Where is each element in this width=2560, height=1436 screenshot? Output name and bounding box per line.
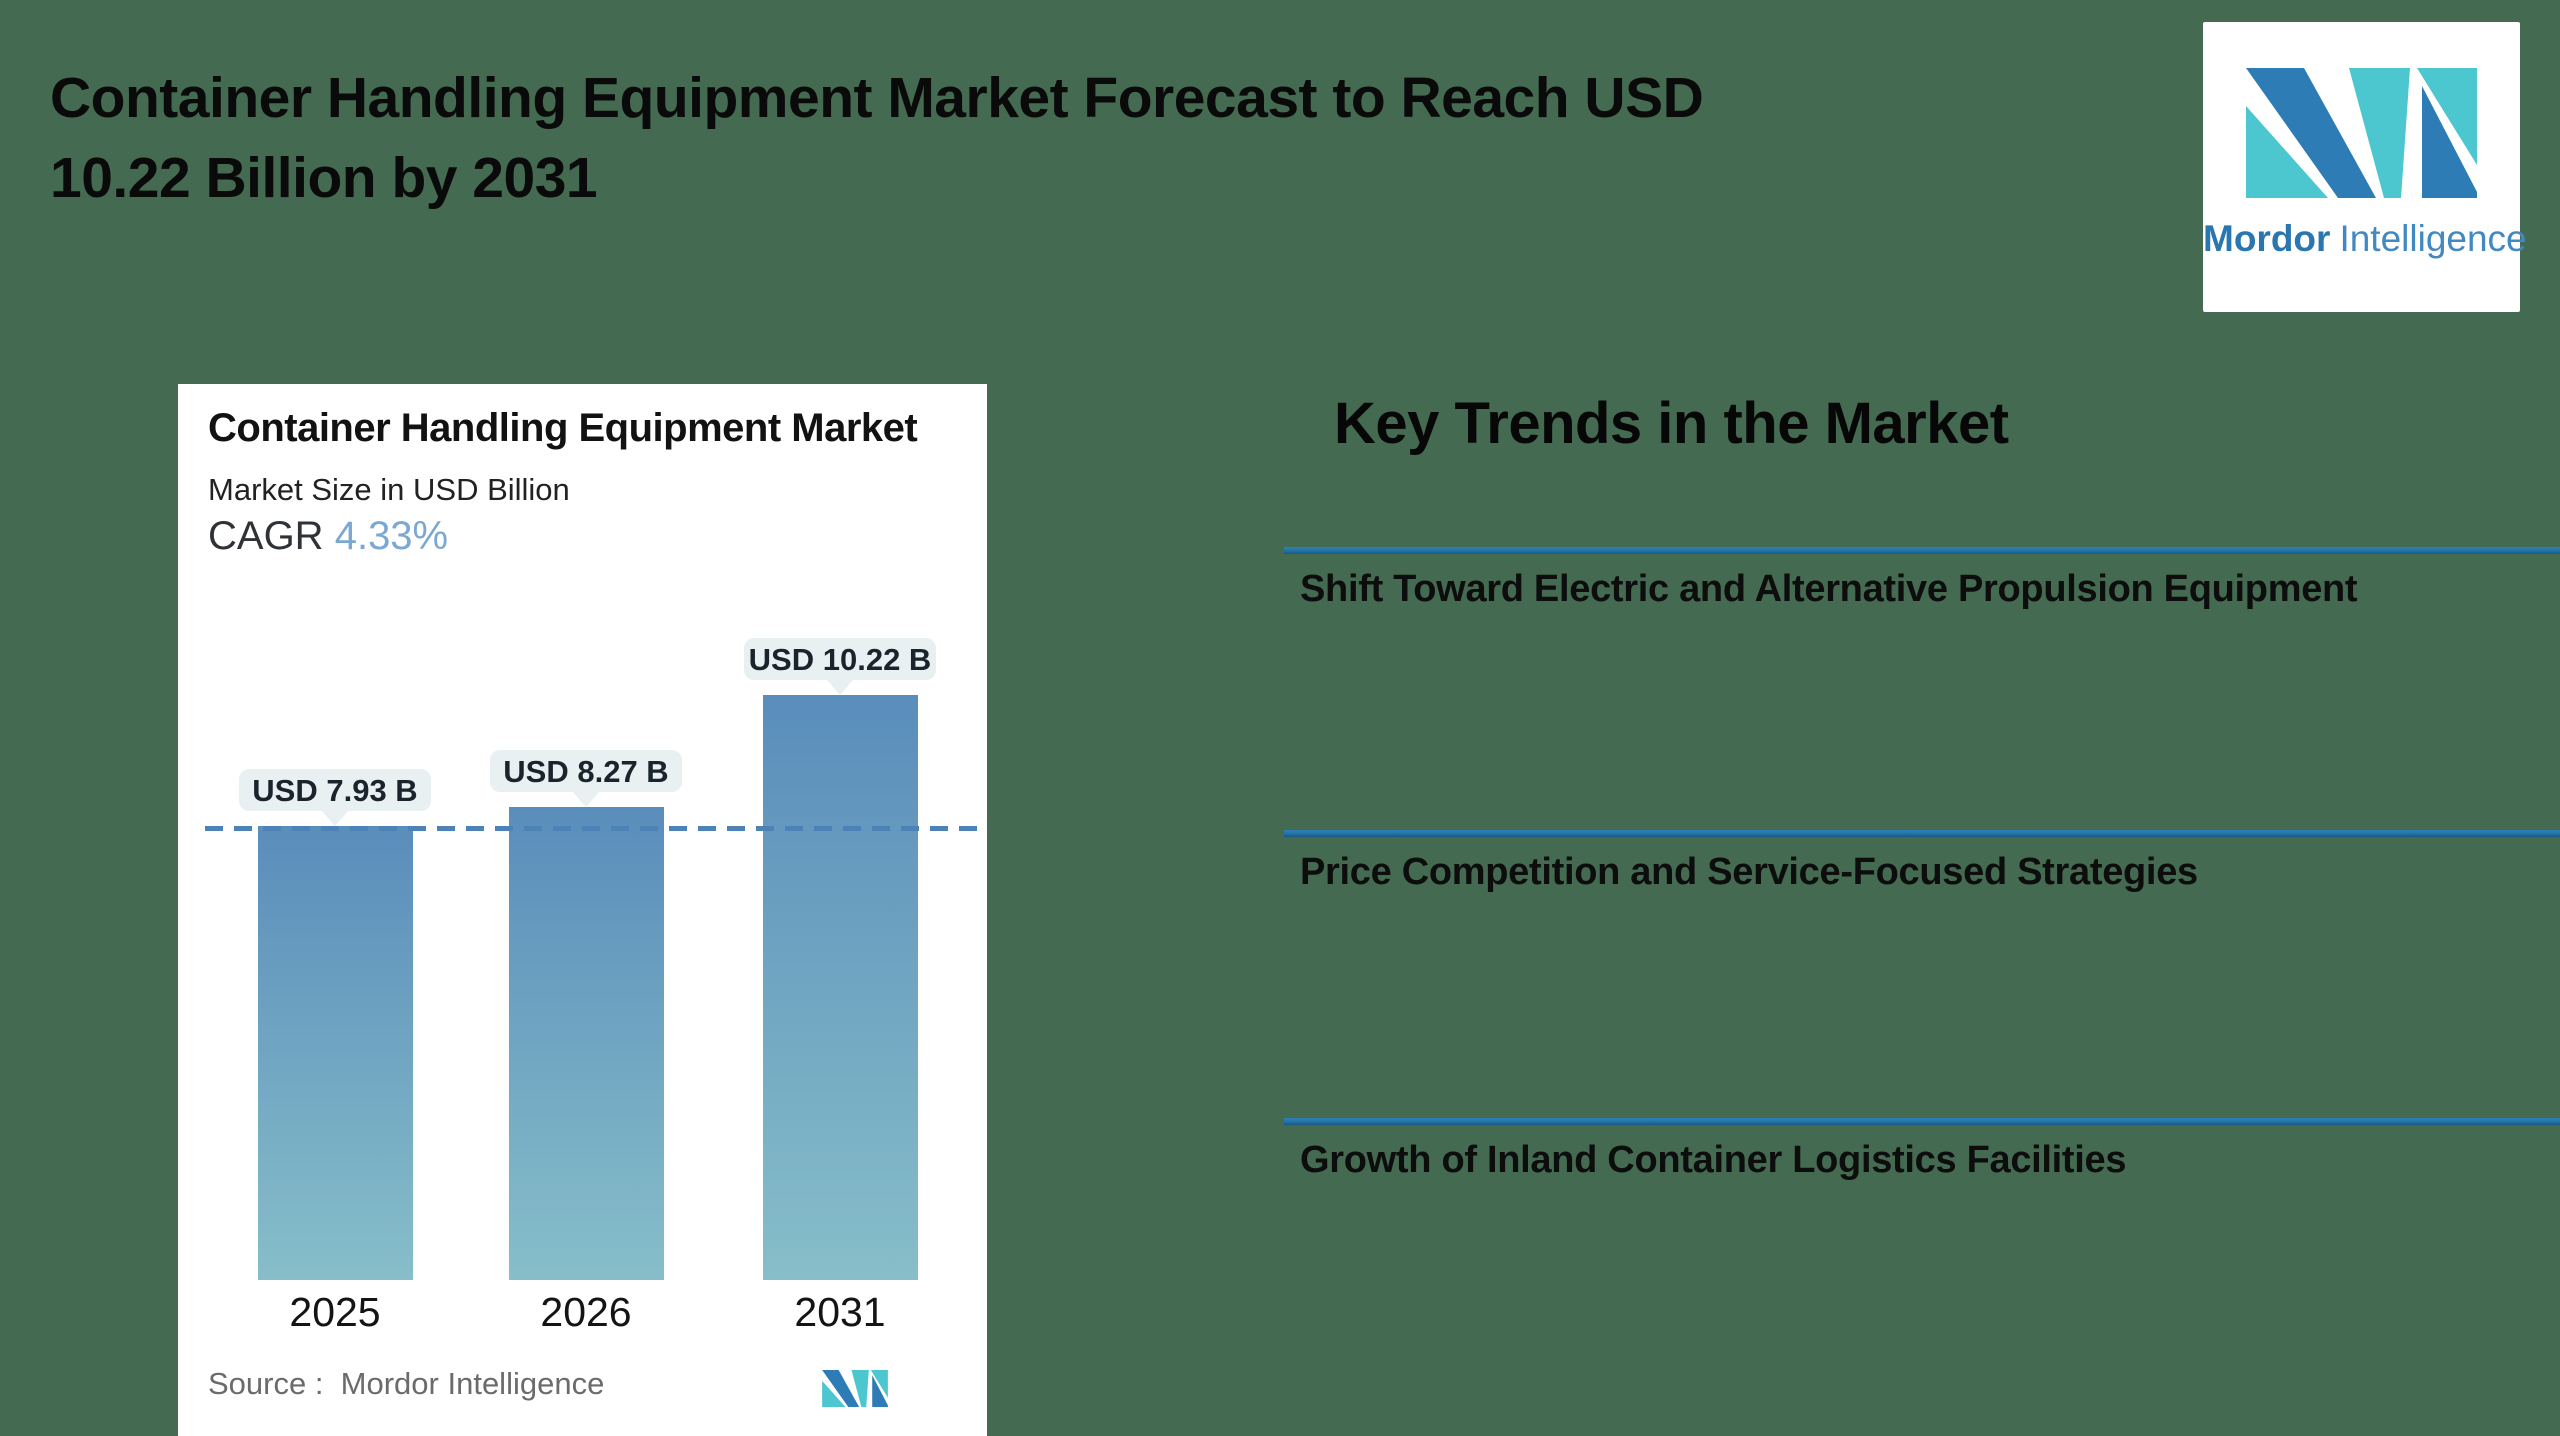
bar-2031 (762, 695, 918, 1280)
cagr-label: CAGR (208, 514, 324, 558)
x-axis-label: 2026 (540, 1289, 632, 1335)
value-label-tail (826, 679, 854, 695)
divider-line (1284, 547, 2560, 554)
source-attribution: Source : Mordor Intelligence (208, 1366, 605, 1401)
trend-item: Price Competition and Service-Focused St… (1284, 830, 2560, 894)
market-chart-card: Container Handling Equipment Market Mark… (178, 384, 987, 1436)
value-label-tail (572, 791, 600, 807)
page-title-line1: Container Handling Equipment Market Fore… (50, 66, 1704, 130)
bar-2026 (508, 807, 664, 1280)
key-trends-heading: Key Trends in the Market (1334, 391, 2009, 456)
cagr-row: CAGR 4.33% (208, 514, 448, 559)
brand-logo-card: Mordor Intelligence (2203, 22, 2527, 312)
x-axis-label: 2025 (289, 1289, 381, 1335)
trend-item: Shift Toward Electric and Alternative Pr… (1284, 547, 2560, 611)
divider-line (1284, 830, 2560, 837)
value-label: USD 10.22 B (744, 638, 936, 680)
bar-2025 (257, 826, 413, 1280)
trend-item-label: Price Competition and Service-Focused St… (1300, 851, 2198, 893)
chart-title: Container Handling Equipment Market (208, 406, 918, 450)
page-title: Container Handling Equipment Market Fore… (50, 58, 2050, 218)
divider-line (1284, 1118, 2560, 1125)
cagr-value: 4.33% (334, 514, 449, 558)
brand-wordmark: Mordor Intelligence (2203, 218, 2527, 260)
mordor-intelligence-logo-icon (822, 1370, 888, 1407)
baseline-dashed-line (205, 826, 985, 831)
trend-item-label: Growth of Inland Container Logistics Fac… (1300, 1139, 2127, 1181)
x-axis-label: 2031 (794, 1289, 886, 1335)
mordor-intelligence-logo-icon (2246, 68, 2477, 198)
brand-name-bold: Mordor (2203, 218, 2331, 259)
trend-item: Growth of Inland Container Logistics Fac… (1284, 1118, 2560, 1182)
value-label: USD 7.93 B (239, 769, 431, 811)
value-label: USD 8.27 B (490, 750, 682, 792)
trend-item-label: Shift Toward Electric and Alternative Pr… (1300, 568, 2358, 610)
value-label-tail (321, 810, 349, 826)
chart-subtitle: Market Size in USD Billion (208, 472, 570, 507)
page-title-line2: 10.22 Billion by 2031 (50, 146, 598, 210)
brand-name-light: Intelligence (2339, 218, 2527, 259)
